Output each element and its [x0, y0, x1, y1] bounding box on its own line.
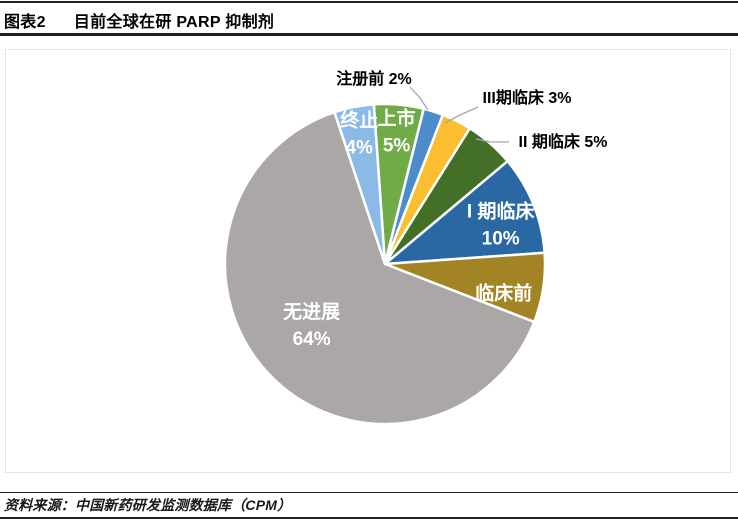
title-rule — [0, 33, 738, 36]
slice-value-label: 10% — [482, 228, 520, 249]
slice-label: I 期临床 — [467, 199, 535, 222]
pie-slice — [383, 159, 546, 266]
leader-line — [444, 106, 479, 124]
slice-callout-label: II 期临床 5% — [519, 132, 608, 151]
slice-value-label: 5% — [383, 136, 411, 157]
slice-label: 终止 — [340, 109, 378, 132]
leader-line — [475, 138, 509, 143]
figure-header: 图表2 目前全球在研 PARP 抑制剂 — [4, 8, 734, 32]
pie-chart: 上市5%注册前 2%III期临床 3%II 期临床 5%I 期临床10%临床前7… — [223, 69, 608, 426]
chart-frame: 上市5%注册前 2%III期临床 3%II 期临床 5%I 期临床10%临床前7… — [5, 49, 731, 473]
top-rule — [0, 1, 738, 3]
figure-tag: 图表2 — [4, 14, 46, 31]
leader-line — [409, 86, 429, 111]
slice-value-label: 64% — [293, 329, 331, 350]
slice-label: 临床前 — [475, 282, 532, 305]
slice-callout-label: III期临床 3% — [483, 88, 572, 107]
source-rule-top — [0, 492, 738, 493]
figure-title: 目前全球在研 PARP 抑制剂 — [73, 14, 275, 31]
pie-slice — [333, 103, 387, 266]
pie-slice — [223, 110, 536, 426]
source-line: 资料来源：中国新药研发监测数据库（CPM） — [4, 497, 292, 513]
slice-label: 无进展 — [283, 301, 340, 323]
bottom-rule — [0, 517, 738, 519]
slice-label: 上市 — [378, 107, 416, 130]
slice-callout-label: 注册前 2% — [336, 69, 412, 88]
slice-value-label: 4% — [345, 138, 373, 159]
